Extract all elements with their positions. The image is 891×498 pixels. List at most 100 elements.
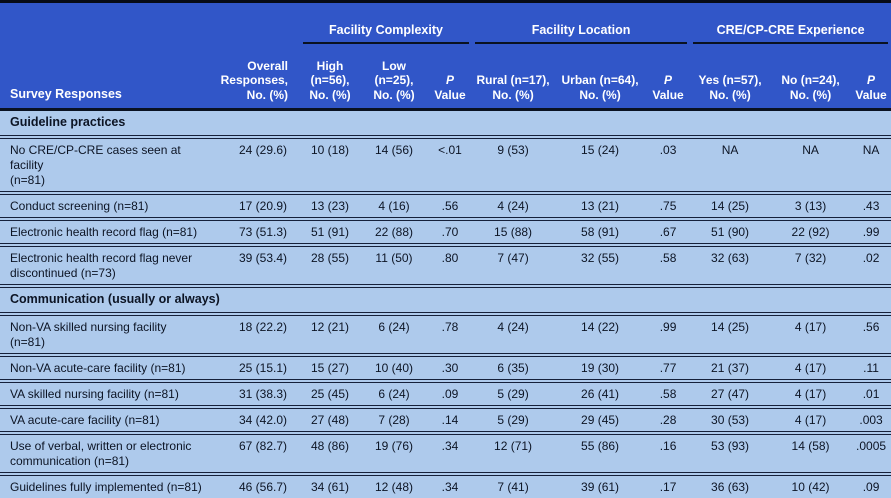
value-cell: 5 (29) [497, 412, 529, 427]
group-header-facility-complexity: Facility Complexity [300, 3, 473, 59]
table-row: Electronic health record flag (n=81) 73 (… [0, 219, 891, 245]
row-label: Non-VA acute-care facility (n=81) [10, 360, 186, 375]
value-cell: 4 (16) [378, 199, 410, 213]
column-header-overall: Overall Responses, No. (%) [212, 58, 300, 110]
value-cell: 3 (13) [794, 199, 827, 213]
group-label: Facility Location [475, 23, 688, 44]
column-header-p-value-complexity: P Value [428, 58, 473, 110]
value-cell: .17 [659, 479, 677, 494]
table-row: Use of verbal, written or electronic com… [0, 432, 891, 474]
value-cell: 14 (22) [581, 319, 620, 334]
value-cell: 27 (47) [711, 386, 750, 401]
value-cell: .78 [441, 319, 459, 334]
value-cell: 25 (45) [310, 386, 350, 401]
value-cell: 32 (55) [581, 251, 620, 265]
row-label: VA skilled nursing facility (n=81) [10, 386, 179, 401]
value-cell: 4 (17) [794, 412, 827, 427]
value-cell: 17 (20.9) [238, 199, 287, 213]
row-label: Use of verbal, written or electronic com… [10, 438, 192, 468]
value-cell: 12 (48) [374, 479, 414, 494]
value-cell: 7 (47) [497, 251, 529, 265]
table-row: Non-VA acute-care facility (n=81) 25 (15.… [0, 354, 891, 381]
value-cell: 7 (41) [497, 479, 529, 494]
value-cell: .80 [441, 251, 459, 265]
value-cell: .09 [441, 386, 459, 401]
value-cell: .11 [863, 360, 879, 375]
value-cell: 5 (29) [497, 386, 529, 401]
value-cell: 29 (45) [581, 412, 620, 427]
value-cell: 15 (88) [494, 225, 533, 239]
value-cell: 34 (42.0) [238, 412, 287, 427]
column-header-high: High (n=56), No. (%) [300, 58, 360, 110]
value-cell: 26 (41) [581, 386, 620, 401]
row-label: Conduct screening (n=81) [10, 199, 149, 213]
value-cell: 12 (71) [494, 438, 533, 453]
value-cell: 58 (91) [581, 225, 620, 239]
value-cell: 25 (15.1) [238, 360, 287, 375]
value-cell: 14 (25) [711, 199, 750, 213]
value-cell: .16 [659, 438, 677, 453]
section-header-row: Communication (usually or always) [0, 286, 891, 314]
value-cell: 39 (53.4) [238, 251, 287, 265]
group-header-row: Facility Complexity Facility Location CR… [0, 3, 891, 59]
value-cell: .30 [441, 360, 459, 375]
group-header-spacer [0, 3, 300, 59]
column-header-p-value-experience: P Value [851, 58, 891, 110]
table-row: VA acute-care facility (n=81) 34 (42.0) 27… [0, 406, 891, 433]
p-rest: Value [434, 87, 466, 102]
value-cell: 6 (24) [378, 319, 410, 334]
column-header-yes: Yes (n=57), No. (%) [690, 58, 771, 110]
p-italic: P [867, 73, 876, 88]
value-cell: 15 (24) [581, 143, 620, 157]
value-cell: .02 [862, 251, 880, 265]
table-row: Conduct screening (n=81) 17 (20.9) 13 (23)… [0, 193, 891, 219]
group-label: Facility Complexity [303, 23, 470, 44]
value-cell: 4 (17) [794, 319, 827, 334]
value-cell: 6 (24) [378, 386, 410, 401]
row-label: Electronic health record flag never disc… [10, 251, 193, 280]
value-cell: 7 (32) [794, 251, 827, 265]
row-label: VA acute-care facility (n=81) [10, 412, 160, 427]
value-cell: .09 [862, 479, 880, 494]
value-cell: 11 (50) [375, 251, 413, 265]
column-header-low: Low (n=25), No. (%) [360, 58, 428, 110]
p-italic: P [664, 73, 673, 88]
value-cell: NA [802, 143, 819, 157]
group-label: CRE/CP-CRE Experience [693, 23, 889, 44]
value-cell: 21 (37) [711, 360, 750, 375]
table-row: VA skilled nursing facility (n=81) 31 (38… [0, 380, 891, 407]
value-cell: 28 (55) [310, 251, 350, 265]
value-cell: 12 (21) [310, 319, 350, 334]
value-cell: 22 (88) [374, 225, 414, 239]
value-cell: .28 [659, 412, 677, 427]
value-cell: .34 [441, 438, 459, 453]
value-cell: 27 (48) [310, 412, 350, 427]
value-cell: 24 (29.6) [238, 143, 287, 157]
value-cell: .14 [441, 412, 459, 427]
value-cell: 53 (93) [711, 438, 750, 453]
survey-table: Facility Complexity Facility Location CR… [0, 3, 891, 498]
value-cell: .77 [659, 360, 677, 375]
value-cell: .0005 [856, 438, 887, 453]
table-row: No CRE/CP-CRE cases seen at facility (n=… [0, 137, 891, 193]
section-title: Communication (usually or always) [10, 292, 220, 306]
p-italic: P [446, 73, 455, 88]
value-cell: 4 (17) [794, 386, 827, 401]
value-cell: 14 (25) [711, 319, 750, 334]
value-cell: 30 (53) [711, 412, 750, 427]
value-cell: 73 (51.3) [238, 225, 287, 239]
value-cell: 10 (40) [374, 360, 414, 375]
p-rest: Value [652, 87, 684, 102]
value-cell: 19 (30) [581, 360, 620, 375]
column-header-row: Survey Responses Overall Responses, No. … [0, 58, 891, 110]
value-cell: 14 (56) [374, 143, 414, 157]
value-cell: 67 (82.7) [238, 438, 287, 453]
row-label: No CRE/CP-CRE cases seen at facility (n=… [10, 143, 181, 187]
value-cell: 32 (63) [711, 251, 750, 265]
value-cell: 18 (22.2) [238, 319, 287, 334]
value-cell: 4 (24) [497, 319, 529, 334]
value-cell: .70 [441, 225, 459, 239]
value-cell: 7 (28) [378, 412, 410, 427]
value-cell: 39 (61) [581, 479, 620, 494]
